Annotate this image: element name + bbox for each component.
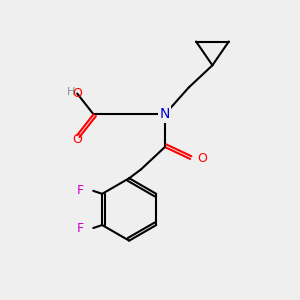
Text: H: H [66,87,75,97]
Text: F: F [77,184,84,197]
Text: O: O [72,133,82,146]
Text: O: O [72,87,82,100]
Text: F: F [77,221,84,235]
Text: N: N [160,107,170,121]
Text: O: O [198,152,207,165]
